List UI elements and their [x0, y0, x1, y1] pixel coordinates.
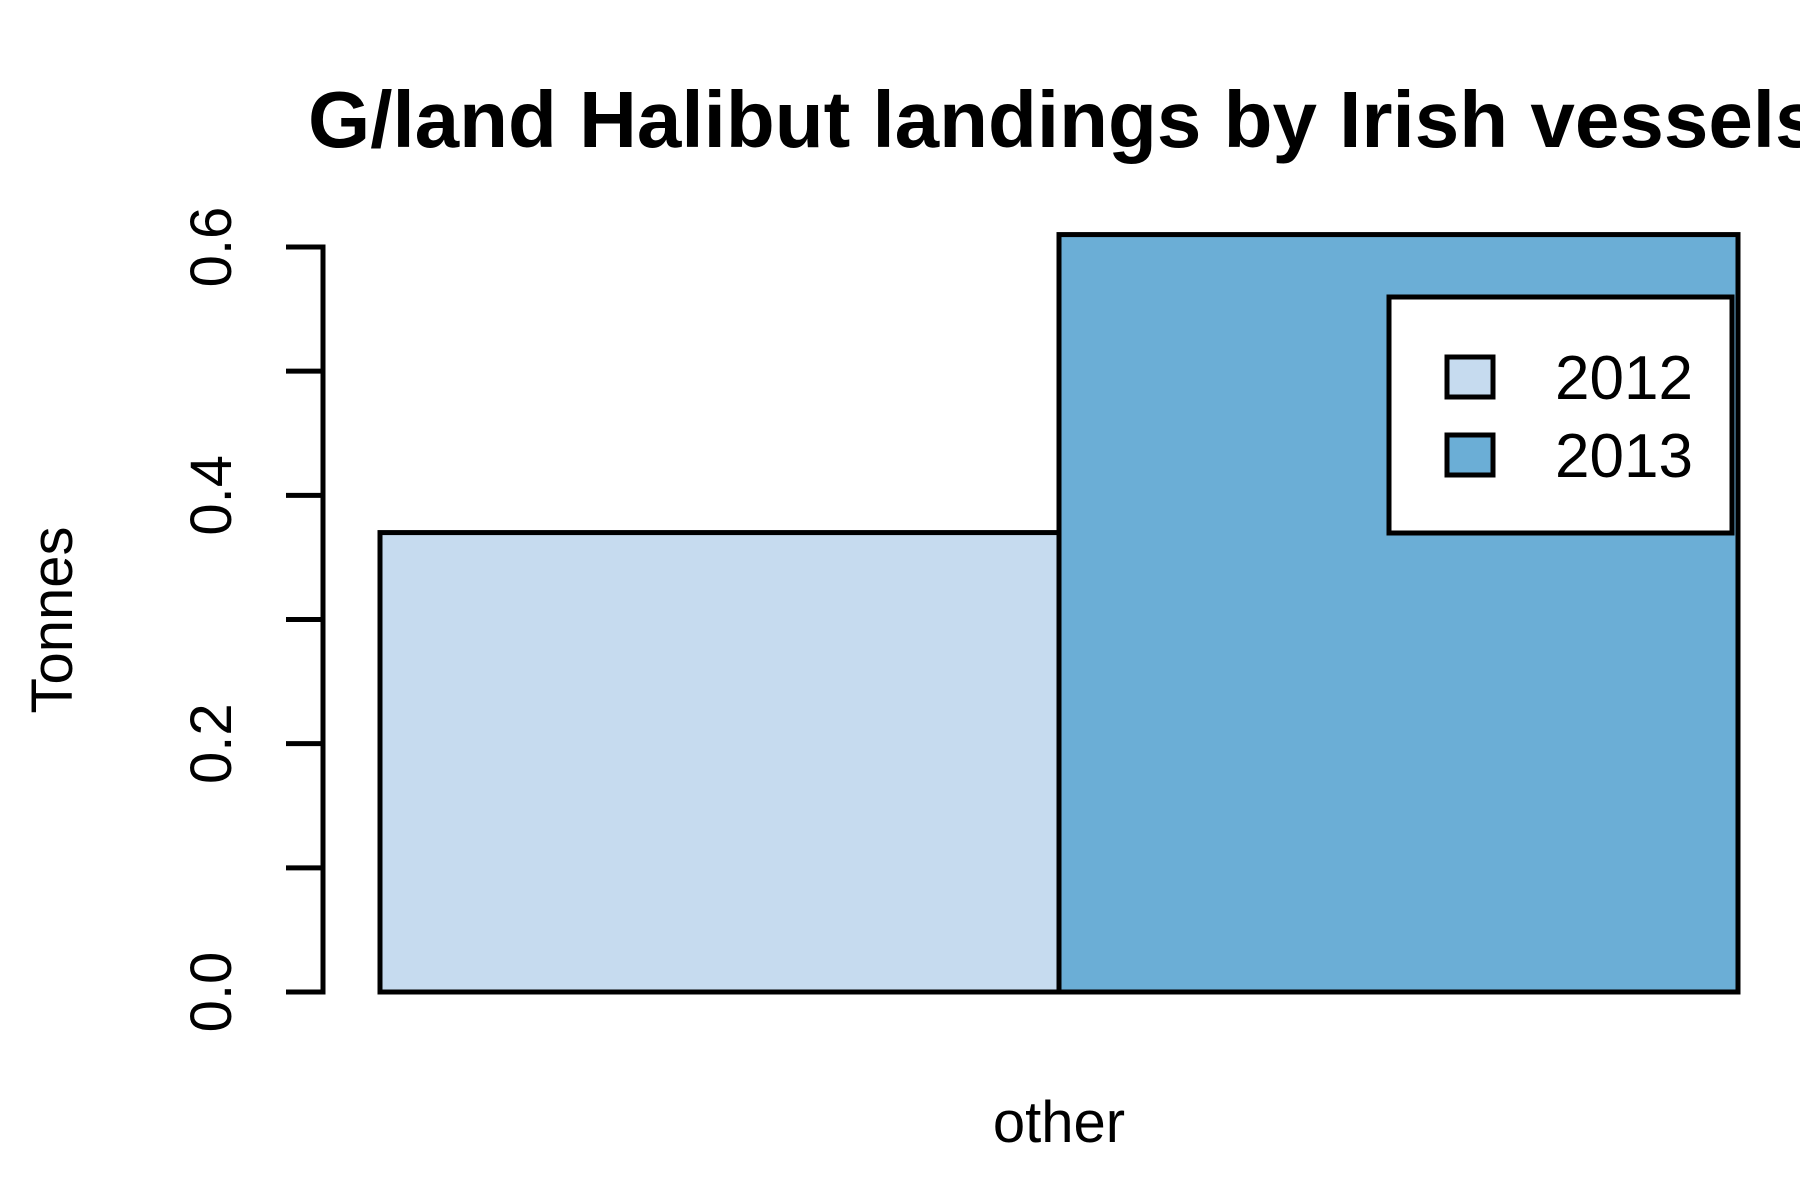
y-tick-label: 0.6	[179, 207, 244, 288]
x-category-label: other	[993, 1090, 1125, 1155]
legend-swatch-2012	[1444, 354, 1496, 400]
legend-swatch-2013	[1444, 432, 1496, 478]
x-axis-labels: other	[993, 1090, 1125, 1155]
y-axis-label: Tonnes	[20, 526, 85, 713]
chart-title: G/land Halibut landings by Irish vessels	[308, 75, 1800, 164]
bar-2012-other	[377, 530, 1062, 995]
legend-label-2012: 2012	[1555, 344, 1693, 413]
y-tick-label: 0.2	[179, 703, 244, 784]
y-tick-label: 0.4	[179, 455, 244, 536]
y-tick-label: 0.0	[179, 952, 244, 1033]
legend-box	[1386, 294, 1735, 536]
legend: 2012 2013	[1386, 294, 1735, 536]
y-axis: 0.0 0.2 0.4 0.6	[179, 207, 326, 1033]
legend-label-2013: 2013	[1555, 422, 1693, 491]
